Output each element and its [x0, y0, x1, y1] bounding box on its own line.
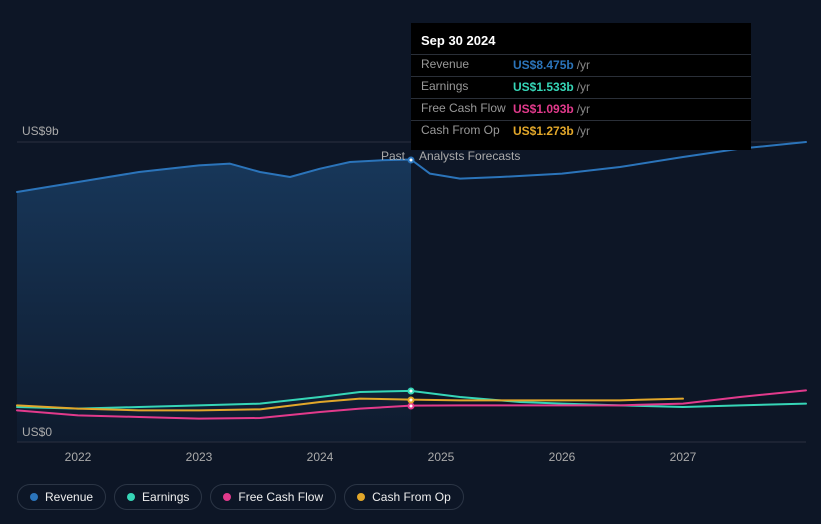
- x-axis-tick: 2022: [65, 450, 92, 464]
- tooltip-row: EarningsUS$1.533b/yr: [411, 76, 751, 98]
- series-marker: [408, 156, 415, 163]
- legend-dot-icon: [357, 493, 365, 501]
- legend-item-revenue[interactable]: Revenue: [17, 484, 106, 510]
- data-tooltip: Sep 30 2024 RevenueUS$8.475b/yrEarningsU…: [411, 23, 751, 150]
- series-marker: [408, 387, 415, 394]
- tooltip-metric-value: US$1.533b/yr: [513, 79, 590, 96]
- legend-label: Free Cash Flow: [238, 490, 323, 504]
- tooltip-metric-label: Cash From Op: [421, 123, 513, 140]
- legend-item-cash-from-op[interactable]: Cash From Op: [344, 484, 464, 510]
- series-marker: [408, 396, 415, 403]
- y-axis-max-label: US$9b: [22, 124, 59, 138]
- forecast-divider-label: Analysts Forecasts: [419, 149, 520, 163]
- x-axis-tick: 2023: [186, 450, 213, 464]
- legend-label: Earnings: [142, 490, 189, 504]
- x-axis-tick: 2025: [428, 450, 455, 464]
- past-divider-label: Past: [381, 149, 405, 163]
- chart-legend: Revenue Earnings Free Cash Flow Cash From O…: [17, 484, 464, 510]
- tooltip-metric-label: Earnings: [421, 79, 513, 96]
- tooltip-metric-label: Revenue: [421, 57, 513, 74]
- tooltip-date: Sep 30 2024: [411, 31, 751, 54]
- tooltip-metric-value: US$1.093b/yr: [513, 101, 590, 118]
- x-axis-tick: 2027: [670, 450, 697, 464]
- tooltip-row: Free Cash FlowUS$1.093b/yr: [411, 98, 751, 120]
- tooltip-row: Cash From OpUS$1.273b/yr: [411, 120, 751, 142]
- tooltip-metric-value: US$1.273b/yr: [513, 123, 590, 140]
- tooltip-metric-label: Free Cash Flow: [421, 101, 513, 118]
- y-axis-min-label: US$0: [22, 425, 52, 439]
- legend-item-free-cash-flow[interactable]: Free Cash Flow: [210, 484, 336, 510]
- x-axis-tick: 2026: [549, 450, 576, 464]
- tooltip-metric-value: US$8.475b/yr: [513, 57, 590, 74]
- tooltip-row: RevenueUS$8.475b/yr: [411, 54, 751, 76]
- legend-item-earnings[interactable]: Earnings: [114, 484, 202, 510]
- legend-dot-icon: [30, 493, 38, 501]
- legend-label: Cash From Op: [372, 490, 451, 504]
- legend-label: Revenue: [45, 490, 93, 504]
- legend-dot-icon: [223, 493, 231, 501]
- series-marker: [408, 402, 415, 409]
- legend-dot-icon: [127, 493, 135, 501]
- financial-forecast-chart: US$9b US$0 2022 2023 2024 2025 2026 2027 Past…: [0, 0, 821, 524]
- x-axis-tick: 2024: [307, 450, 334, 464]
